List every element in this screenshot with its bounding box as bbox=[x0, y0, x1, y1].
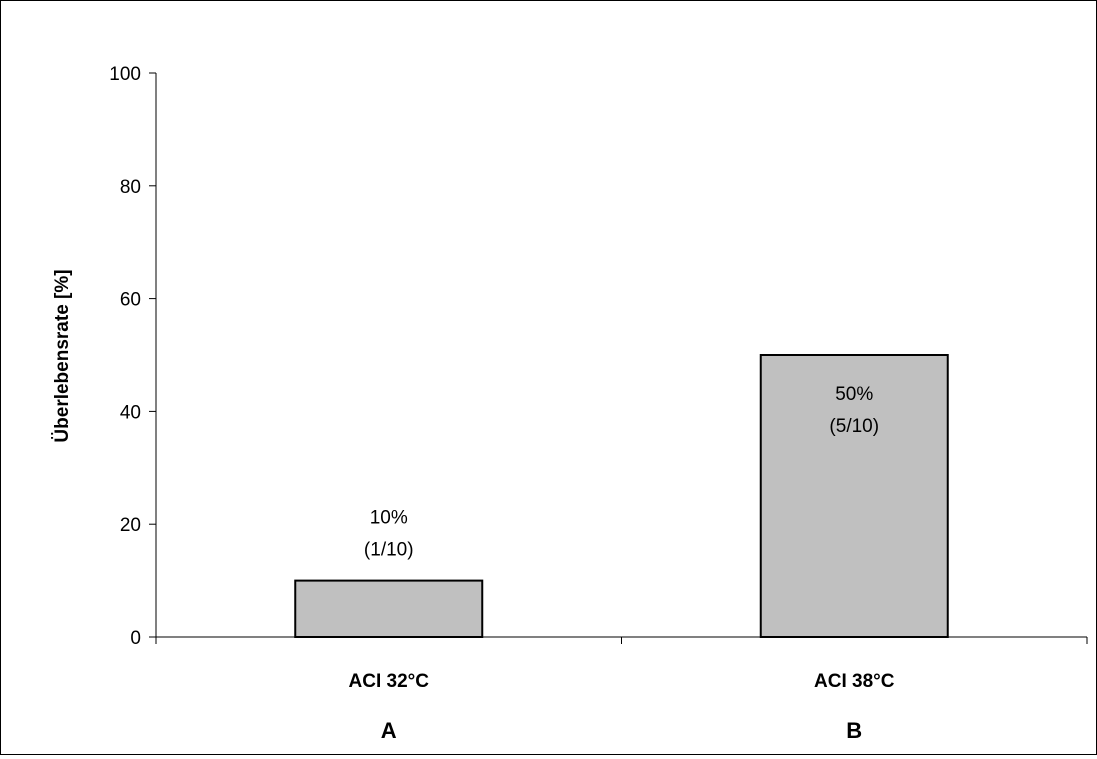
bar bbox=[759, 354, 949, 638]
y-tick-label: 20 bbox=[120, 515, 141, 536]
bar bbox=[294, 579, 484, 638]
y-tick-label: 40 bbox=[120, 402, 141, 423]
y-tick-label: 100 bbox=[109, 64, 141, 85]
y-tick-label: 60 bbox=[120, 290, 141, 311]
y-axis-label: Überlebensrate [%] bbox=[52, 269, 73, 442]
data-label-ratio: (5/10) bbox=[829, 416, 879, 437]
data-label-percent: 10% bbox=[370, 508, 408, 529]
group-label: B bbox=[846, 718, 862, 743]
x-category-label: ACI 38°C bbox=[814, 671, 895, 692]
labels: 10% (1/10) ACI 32°C A 50% (5/10) ACI 38°C B bbox=[349, 384, 895, 743]
bars bbox=[294, 354, 949, 638]
data-label-ratio: (1/10) bbox=[364, 540, 414, 561]
y-tick-label: 80 bbox=[120, 177, 141, 198]
data-label-percent: 50% bbox=[835, 384, 873, 405]
group-label: A bbox=[381, 718, 397, 743]
x-category-label: ACI 32°C bbox=[349, 671, 430, 692]
y-tick-label: 0 bbox=[130, 628, 141, 649]
